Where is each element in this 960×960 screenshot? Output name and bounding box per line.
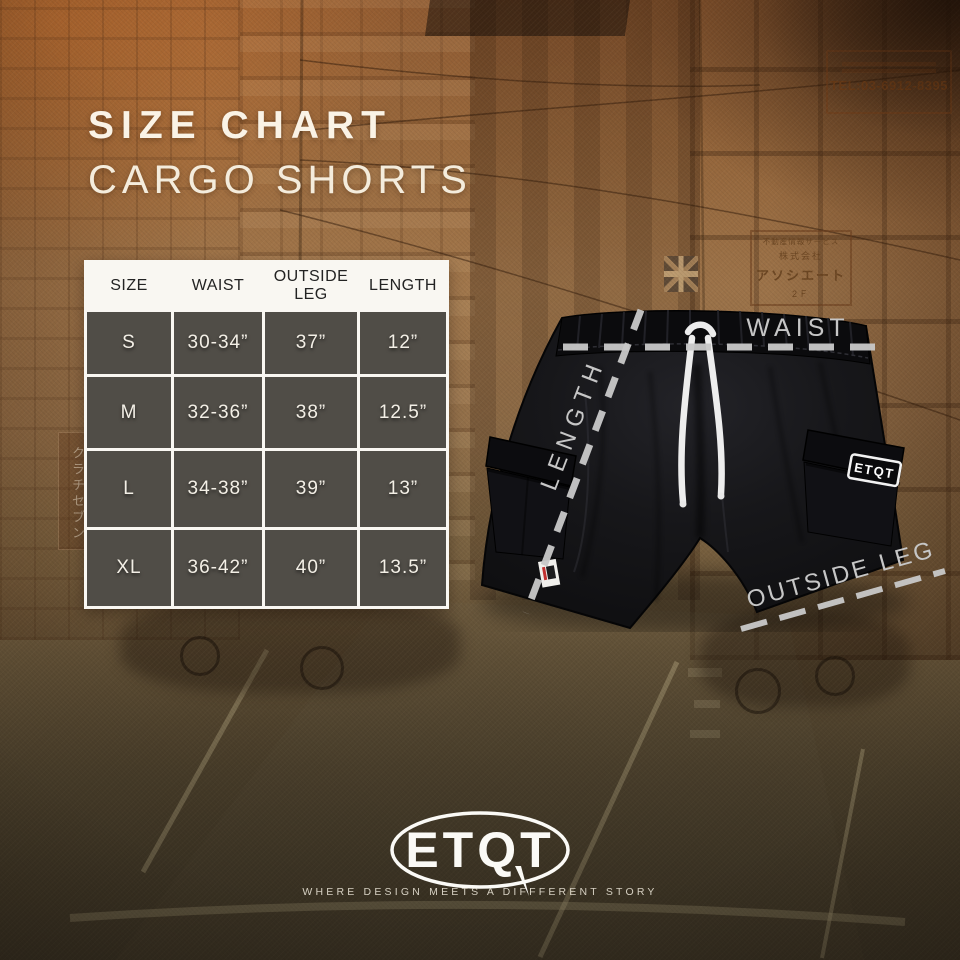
etqt-pocket-patch: ETQT (847, 453, 903, 488)
right-cargo-pocket (802, 429, 905, 547)
bike-wheel (300, 646, 344, 690)
length-measure-line (522, 308, 645, 615)
outside-leg-measure-line (740, 568, 946, 632)
logo-q-tail (515, 866, 529, 896)
page-title: SIZE CHART (88, 104, 392, 147)
sign-decorative-bar (842, 62, 936, 66)
cell-waist: 32-36” (174, 377, 262, 448)
brand-wordmark: ETQT (405, 822, 554, 878)
drawstring (678, 321, 725, 506)
cell-size: XL (87, 530, 171, 606)
column-header-waist: WAIST (174, 263, 262, 309)
hem-logo-tag (538, 558, 561, 588)
drawstring-tip (679, 500, 687, 508)
etqt-logo: ETQT (390, 811, 570, 896)
tel-sign-text: TEL:03-6912-8395 (830, 78, 948, 93)
cell-size: L (87, 451, 171, 527)
left-cargo-pocket (485, 436, 577, 560)
waist-label: WAIST (746, 314, 849, 342)
logo-ellipse (390, 811, 570, 889)
cargo-shorts-diagram: ETQT WAIST LENGTH OUTSIDE LEG (480, 308, 946, 632)
cell-length: 12” (360, 312, 446, 374)
cell-outside-leg: 40” (265, 530, 357, 606)
cell-size: M (87, 377, 171, 448)
cell-outside-leg: 38” (265, 377, 357, 448)
associate-sign-line1: 不動産情報サービス (762, 237, 840, 246)
waistband-stitch (557, 343, 869, 359)
brand-tagline: WHERE DESIGN MEETS A DIFFFERENT STORY (302, 886, 658, 898)
associate-sign-line2: 株式会社 (778, 251, 823, 261)
cell-size: S (87, 312, 171, 374)
page-subtitle: CARGO SHORTS (88, 158, 472, 202)
cell-length: 13” (360, 451, 446, 527)
column-header-length: LENGTH (360, 263, 446, 309)
leg-split-crease (693, 363, 705, 539)
drawstring-tip (717, 492, 725, 500)
size-table: SIZE WAIST OUTSIDE LEG LENGTH S 30-34” 3… (84, 260, 449, 609)
column-header-outside-leg: OUTSIDE LEG (265, 263, 357, 309)
cell-length: 12.5” (360, 377, 446, 448)
sign-decorative-bar (842, 69, 936, 73)
cell-waist: 30-34” (174, 312, 262, 374)
parked-bikes-shadow-left (120, 598, 460, 693)
cell-length: 13.5” (360, 530, 446, 606)
background-tel-sign: TEL:03-6912-8395 (826, 50, 952, 114)
cell-outside-leg: 37” (265, 312, 357, 374)
column-header-size: SIZE (87, 263, 171, 309)
title-block: SIZE CHART CARGO SHORTS (88, 104, 472, 203)
bike-wheel (180, 636, 220, 676)
cell-waist: 34-38” (174, 451, 262, 527)
cell-waist: 36-42” (174, 530, 262, 606)
cell-outside-leg: 39” (265, 451, 357, 527)
bike-wheel (815, 656, 855, 696)
bike-wheel (735, 668, 781, 714)
pocket-patch-label: ETQT (853, 460, 896, 482)
